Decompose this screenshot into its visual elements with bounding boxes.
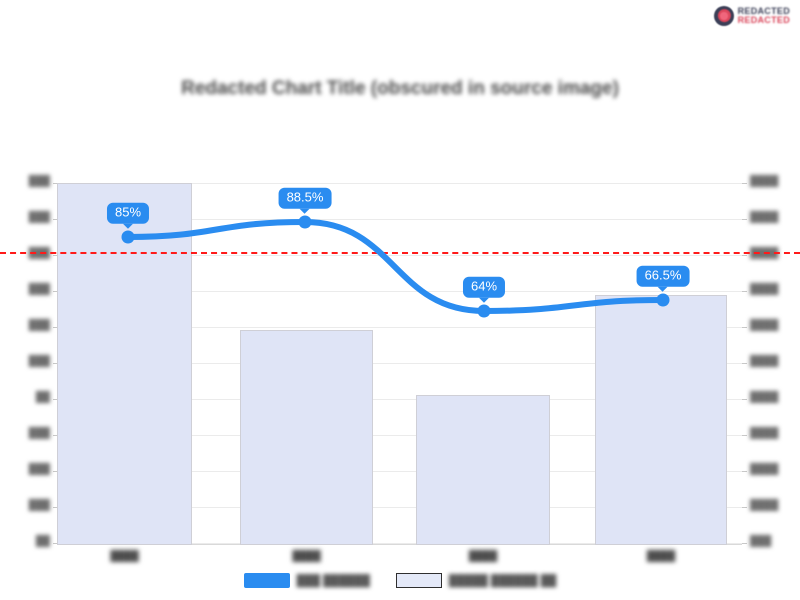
- y-axis-right-tick: [742, 399, 747, 400]
- y-axis-right-tick: [742, 255, 747, 256]
- y-axis-right-tick: [742, 507, 747, 508]
- line-series: [125, 218, 666, 315]
- legend-label-line: ███ ██████: [296, 574, 370, 587]
- bar[interactable]: [57, 183, 192, 545]
- line-path: [125, 218, 666, 315]
- y-axis-right-label: ███: [750, 536, 772, 547]
- legend-label-bar: █████ ██████ ██: [448, 574, 557, 587]
- legend-swatch-line: [243, 573, 290, 588]
- y-axis-right-label: ████: [750, 464, 779, 475]
- bar[interactable]: [595, 295, 727, 545]
- y-axis-right-label: ████: [750, 176, 779, 187]
- y-axis-right-label: ████: [750, 284, 779, 295]
- y-axis-left-tick: [53, 219, 58, 220]
- y-axis-left-label: ███: [28, 320, 50, 331]
- x-axis-line: [58, 544, 742, 545]
- legend-item-bar[interactable]: █████ ██████ ██: [395, 573, 557, 588]
- brand-logo: REDACTED REDACTED: [713, 5, 790, 26]
- y-axis-left-tick: [53, 471, 58, 472]
- y-axis-left-tick: [53, 183, 58, 184]
- y-axis-right-label: ████: [750, 392, 779, 403]
- y-axis-left-tick: [53, 399, 58, 400]
- chart-legend: ███ ██████ █████ ██████ ██: [0, 573, 800, 588]
- line-data-point[interactable]: [121, 230, 135, 244]
- gridline: [58, 471, 742, 472]
- y-axis-right-tick: [742, 543, 747, 544]
- data-label-badge: 66.5%: [636, 265, 690, 293]
- y-axis-left-label: ███: [28, 500, 50, 511]
- y-axis-right-label: ████: [750, 212, 779, 223]
- y-axis-left-label: ███: [28, 212, 50, 223]
- y-axis-left-tick: [53, 327, 58, 328]
- legend-item-line[interactable]: ███ ██████: [243, 573, 370, 588]
- bar[interactable]: [240, 330, 373, 545]
- gridline: [58, 183, 742, 184]
- y-axis-left-label: ██: [35, 392, 50, 403]
- chart-title: Redacted Chart Title (obscured in source…: [181, 78, 619, 99]
- y-axis-left-tick: [53, 507, 58, 508]
- gridline: [58, 327, 742, 328]
- logo-line-1: REDACTED: [737, 5, 790, 16]
- y-axis-left-tick: [53, 255, 58, 256]
- line-data-point[interactable]: [656, 293, 670, 307]
- logo-wordmark: REDACTED REDACTED: [737, 5, 790, 25]
- y-axis-left-label: ██: [35, 536, 50, 547]
- x-axis-label: ████: [646, 551, 676, 562]
- y-axis-left-tick: [53, 291, 58, 292]
- plot-area: ███ ████ ███ ████ ███ ████ ███ ████ ███ ████ ███ ██…: [0, 172, 800, 562]
- threshold-line: [0, 252, 800, 254]
- y-axis-right-label: ████: [750, 320, 779, 331]
- gridline: [58, 291, 742, 292]
- x-axis-label: ████: [110, 551, 139, 562]
- y-axis-right-label: ████: [750, 356, 779, 367]
- y-axis-left-tick: [53, 363, 58, 364]
- logo-line-2: REDACTED: [737, 15, 790, 25]
- y-axis-left-label: ███: [28, 464, 50, 475]
- y-axis-right-label: ████: [750, 428, 779, 439]
- data-label-badge: 88.5%: [278, 187, 332, 215]
- y-axis-right-tick: [742, 219, 747, 220]
- bar[interactable]: [416, 395, 550, 545]
- x-axis-label: ████: [468, 551, 498, 562]
- y-axis-right-tick: [742, 183, 747, 184]
- x-axis-label: ████: [292, 551, 321, 562]
- y-axis-left-tick: [53, 435, 58, 436]
- gridline: [58, 507, 742, 508]
- gridline: [58, 543, 742, 544]
- y-axis-right-tick: [742, 291, 747, 292]
- data-label-badge: 64%: [462, 276, 506, 304]
- y-axis-right-tick: [742, 471, 747, 472]
- y-axis-right-tick: [742, 363, 747, 364]
- y-axis-left-tick: [53, 543, 58, 544]
- y-axis-left-label: ███: [28, 356, 50, 367]
- y-axis-right-tick: [742, 435, 747, 436]
- gridline: [58, 219, 742, 220]
- y-axis-left-label: ███: [28, 176, 50, 187]
- y-axis-left-label: ███: [28, 428, 50, 439]
- line-data-point[interactable]: [298, 215, 312, 229]
- gridline: [58, 399, 742, 400]
- legend-swatch-bar: [395, 573, 442, 588]
- data-label-badge: 85%: [106, 202, 150, 230]
- gridline: [58, 435, 742, 436]
- y-axis-left-label: ███: [28, 284, 50, 295]
- y-axis-right-tick: [742, 327, 747, 328]
- gridline: [58, 363, 742, 364]
- gridline: [58, 255, 742, 256]
- logo-flower-icon: [713, 6, 734, 26]
- line-data-point[interactable]: [477, 304, 491, 318]
- y-axis-right-label: ████: [750, 500, 779, 511]
